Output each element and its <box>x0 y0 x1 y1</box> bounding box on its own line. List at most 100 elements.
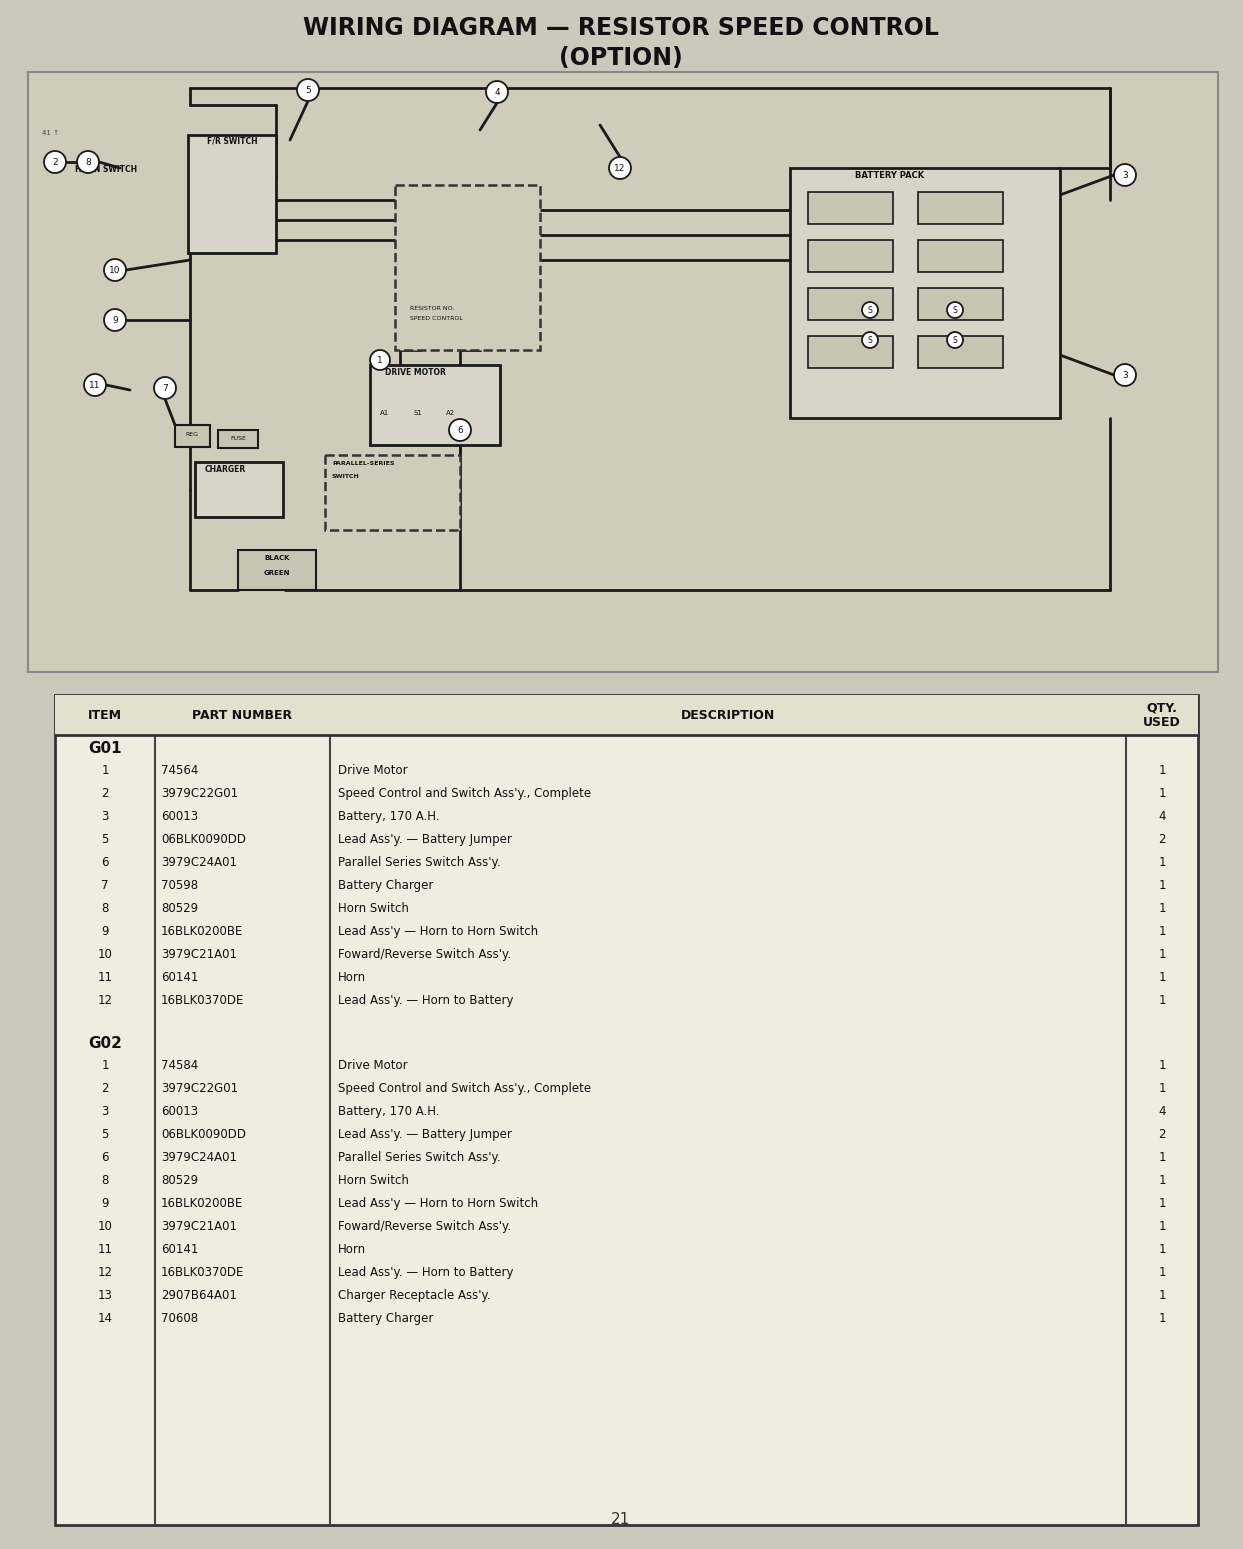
Text: SWITCH: SWITCH <box>332 474 359 479</box>
Circle shape <box>947 302 963 318</box>
Text: 1: 1 <box>1158 1266 1166 1278</box>
Bar <box>919 192 1003 225</box>
Text: 60141: 60141 <box>162 1242 199 1256</box>
Text: 5: 5 <box>102 833 108 846</box>
Text: ITEM: ITEM <box>88 708 122 722</box>
Text: 16BLK0370DE: 16BLK0370DE <box>162 1266 245 1278</box>
Text: 70608: 70608 <box>162 1312 198 1324</box>
Text: 6: 6 <box>101 1151 108 1163</box>
Bar <box>370 366 500 445</box>
Text: Horn Switch: Horn Switch <box>338 902 409 915</box>
Text: FUSE: FUSE <box>230 435 246 441</box>
Text: 8: 8 <box>85 158 91 166</box>
Text: 9: 9 <box>101 1196 108 1210</box>
Text: Charger Receptacle Ass'y.: Charger Receptacle Ass'y. <box>338 1289 491 1301</box>
Text: 6: 6 <box>457 426 462 435</box>
Text: 1: 1 <box>1158 1058 1166 1072</box>
Bar <box>324 455 460 530</box>
Text: 9: 9 <box>112 316 118 324</box>
Text: 2: 2 <box>52 158 58 166</box>
Text: 3979C22G01: 3979C22G01 <box>162 1081 239 1095</box>
Text: 3: 3 <box>102 1104 108 1117</box>
Text: 10: 10 <box>109 265 121 274</box>
Text: 7: 7 <box>101 880 108 892</box>
Text: 41 ↑: 41 ↑ <box>42 130 58 136</box>
Text: 3: 3 <box>102 810 108 823</box>
Text: 1: 1 <box>1158 948 1166 960</box>
Text: 1: 1 <box>101 1058 108 1072</box>
Text: G01: G01 <box>88 742 122 756</box>
Text: 80529: 80529 <box>162 902 198 915</box>
Text: DESCRIPTION: DESCRIPTION <box>681 708 776 722</box>
Text: QTY.: QTY. <box>1146 702 1177 714</box>
Text: 11: 11 <box>97 971 113 984</box>
Text: RESISTOR NO.: RESISTOR NO. <box>410 307 455 311</box>
Circle shape <box>44 150 66 173</box>
Circle shape <box>1114 164 1136 186</box>
Bar <box>808 192 892 225</box>
Text: G02: G02 <box>88 1036 122 1050</box>
Text: SPEED CONTROL: SPEED CONTROL <box>410 316 462 321</box>
Text: 16BLK0200BE: 16BLK0200BE <box>162 925 244 939</box>
Text: PARALLEL-SERIES: PARALLEL-SERIES <box>332 462 394 466</box>
Text: 4: 4 <box>495 87 500 96</box>
Circle shape <box>104 308 126 331</box>
Text: 4: 4 <box>1158 810 1166 823</box>
Text: Lead Ass'y. — Horn to Battery: Lead Ass'y. — Horn to Battery <box>338 1266 513 1278</box>
Text: A1: A1 <box>380 410 389 417</box>
Text: Foward/Reverse Switch Ass'y.: Foward/Reverse Switch Ass'y. <box>338 1219 511 1233</box>
Bar <box>808 336 892 369</box>
Text: S: S <box>868 336 873 344</box>
Text: 11: 11 <box>97 1242 113 1256</box>
Circle shape <box>297 79 319 101</box>
Text: S: S <box>952 336 957 344</box>
Text: 60013: 60013 <box>162 810 198 823</box>
Text: 3979C22G01: 3979C22G01 <box>162 787 239 801</box>
Text: 1: 1 <box>1158 971 1166 984</box>
Bar <box>808 288 892 321</box>
Text: 60141: 60141 <box>162 971 199 984</box>
Text: 80529: 80529 <box>162 1174 198 1187</box>
Text: 1: 1 <box>1158 787 1166 801</box>
Text: Drive Motor: Drive Motor <box>338 764 408 778</box>
Text: 1: 1 <box>1158 925 1166 939</box>
Text: F/R SWITCH: F/R SWITCH <box>208 136 257 146</box>
Bar <box>195 462 283 517</box>
Text: (OPTION): (OPTION) <box>559 46 682 70</box>
Text: 11: 11 <box>89 381 101 389</box>
Text: 10: 10 <box>97 1219 112 1233</box>
Text: 1: 1 <box>1158 1196 1166 1210</box>
Text: 1: 1 <box>1158 1081 1166 1095</box>
Text: 7: 7 <box>162 384 168 392</box>
Text: Lead Ass'y. — Battery Jumper: Lead Ass'y. — Battery Jumper <box>338 1128 512 1140</box>
Text: 4: 4 <box>1158 1104 1166 1117</box>
Text: Drive Motor: Drive Motor <box>338 1058 408 1072</box>
Text: 6: 6 <box>101 857 108 869</box>
Text: 3: 3 <box>1122 370 1127 380</box>
Text: 1: 1 <box>1158 1312 1166 1324</box>
Text: Lead Ass'y — Horn to Horn Switch: Lead Ass'y — Horn to Horn Switch <box>338 925 538 939</box>
Text: 1: 1 <box>101 764 108 778</box>
Text: 13: 13 <box>97 1289 112 1301</box>
Text: 2: 2 <box>101 787 108 801</box>
Text: REG: REG <box>185 432 199 437</box>
Circle shape <box>85 373 106 397</box>
Text: 74564: 74564 <box>162 764 199 778</box>
Text: WIRING DIAGRAM — RESISTOR SPEED CONTROL: WIRING DIAGRAM — RESISTOR SPEED CONTROL <box>303 15 938 40</box>
Text: PART NUMBER: PART NUMBER <box>193 708 292 722</box>
Text: Horn: Horn <box>338 1242 367 1256</box>
Text: Speed Control and Switch Ass'y., Complete: Speed Control and Switch Ass'y., Complet… <box>338 787 592 801</box>
Text: 1: 1 <box>1158 880 1166 892</box>
Text: Lead Ass'y. — Battery Jumper: Lead Ass'y. — Battery Jumper <box>338 833 512 846</box>
Text: 2: 2 <box>1158 833 1166 846</box>
Text: 1: 1 <box>1158 857 1166 869</box>
Text: 10: 10 <box>97 948 112 960</box>
Text: 3979C21A01: 3979C21A01 <box>162 1219 237 1233</box>
Text: Battery, 170 A.H.: Battery, 170 A.H. <box>338 1104 440 1117</box>
Text: GREEN: GREEN <box>264 570 291 576</box>
Circle shape <box>861 302 878 318</box>
Text: A2: A2 <box>446 410 456 417</box>
Bar <box>808 240 892 273</box>
Bar <box>919 240 1003 273</box>
Text: 2: 2 <box>1158 1128 1166 1140</box>
